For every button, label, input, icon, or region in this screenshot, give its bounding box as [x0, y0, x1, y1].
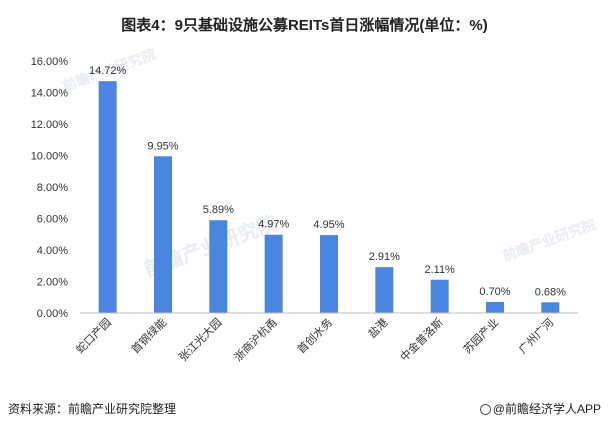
- bar: [486, 301, 504, 313]
- data-label: 4.97%: [258, 219, 289, 231]
- y-tick-label: 0.00%: [37, 308, 68, 320]
- x-tick-label: 中金普洛斯: [397, 315, 446, 364]
- source-note: 资料来源：前瞻产业研究院整理: [8, 402, 177, 416]
- x-tick-label: 蛇口产园: [73, 315, 114, 356]
- y-tick-label: 4.00%: [37, 245, 68, 257]
- data-label: 2.11%: [424, 264, 455, 276]
- bar: [98, 81, 117, 313]
- chart-title: 图表4：9只基础设施公募REITs首日涨幅情况(单位：%): [121, 17, 488, 34]
- bar: [209, 220, 228, 313]
- y-tick-label: 16.00%: [31, 56, 69, 68]
- data-label: 9.95%: [147, 140, 178, 152]
- data-label: 0.70%: [479, 286, 510, 298]
- bar: [541, 302, 560, 313]
- brand-text: @前瞻经济学人APP: [492, 402, 601, 416]
- bar: [430, 279, 449, 313]
- y-tick-label: 10.00%: [31, 151, 69, 163]
- data-label: 2.91%: [369, 251, 400, 263]
- x-tick-label: 苏园产业: [460, 315, 501, 356]
- x-tick-label: 首创水务: [294, 315, 335, 356]
- x-tick-label: 首钢绿能: [128, 315, 169, 356]
- data-label: 4.95%: [313, 219, 344, 231]
- y-tick-label: 14.00%: [31, 88, 69, 100]
- x-tick-label: 盐港: [366, 316, 391, 341]
- data-label: 14.72%: [89, 65, 127, 77]
- data-label: 5.89%: [203, 204, 234, 216]
- x-tick-label: 张江光大园: [176, 315, 225, 364]
- x-axis-ticks: 蛇口产园 首钢绿能 张江光大园 浙商沪杭甬 首创水务 盐港 中金普洛斯 苏园产业 广州广河: [73, 315, 557, 364]
- bar: [320, 235, 338, 313]
- bar: [264, 234, 283, 313]
- data-labels: 14.72% 9.95% 5.89% 4.97% 4.95% 2.91% 2.11% 0.70…: [89, 65, 566, 298]
- y-tick-label: 12.00%: [31, 119, 69, 131]
- y-tick-label: 2.00%: [37, 277, 68, 289]
- x-tick-label: 浙商沪杭甬: [231, 315, 280, 364]
- y-axis-ticks: 0.00% 2.00% 4.00% 6.00% 8.00% 10.00% 12.00% 14.…: [31, 56, 69, 320]
- bar: [375, 267, 394, 313]
- x-tick-label: 广州广河: [516, 316, 556, 356]
- brand-logo-icon: [479, 404, 491, 415]
- bars: [98, 81, 560, 313]
- brand: @前瞻经济学人APP: [479, 400, 601, 417]
- data-label: 0.68%: [535, 286, 566, 298]
- y-tick-label: 6.00%: [37, 214, 68, 226]
- bar: [154, 156, 172, 313]
- y-tick-label: 8.00%: [37, 182, 68, 194]
